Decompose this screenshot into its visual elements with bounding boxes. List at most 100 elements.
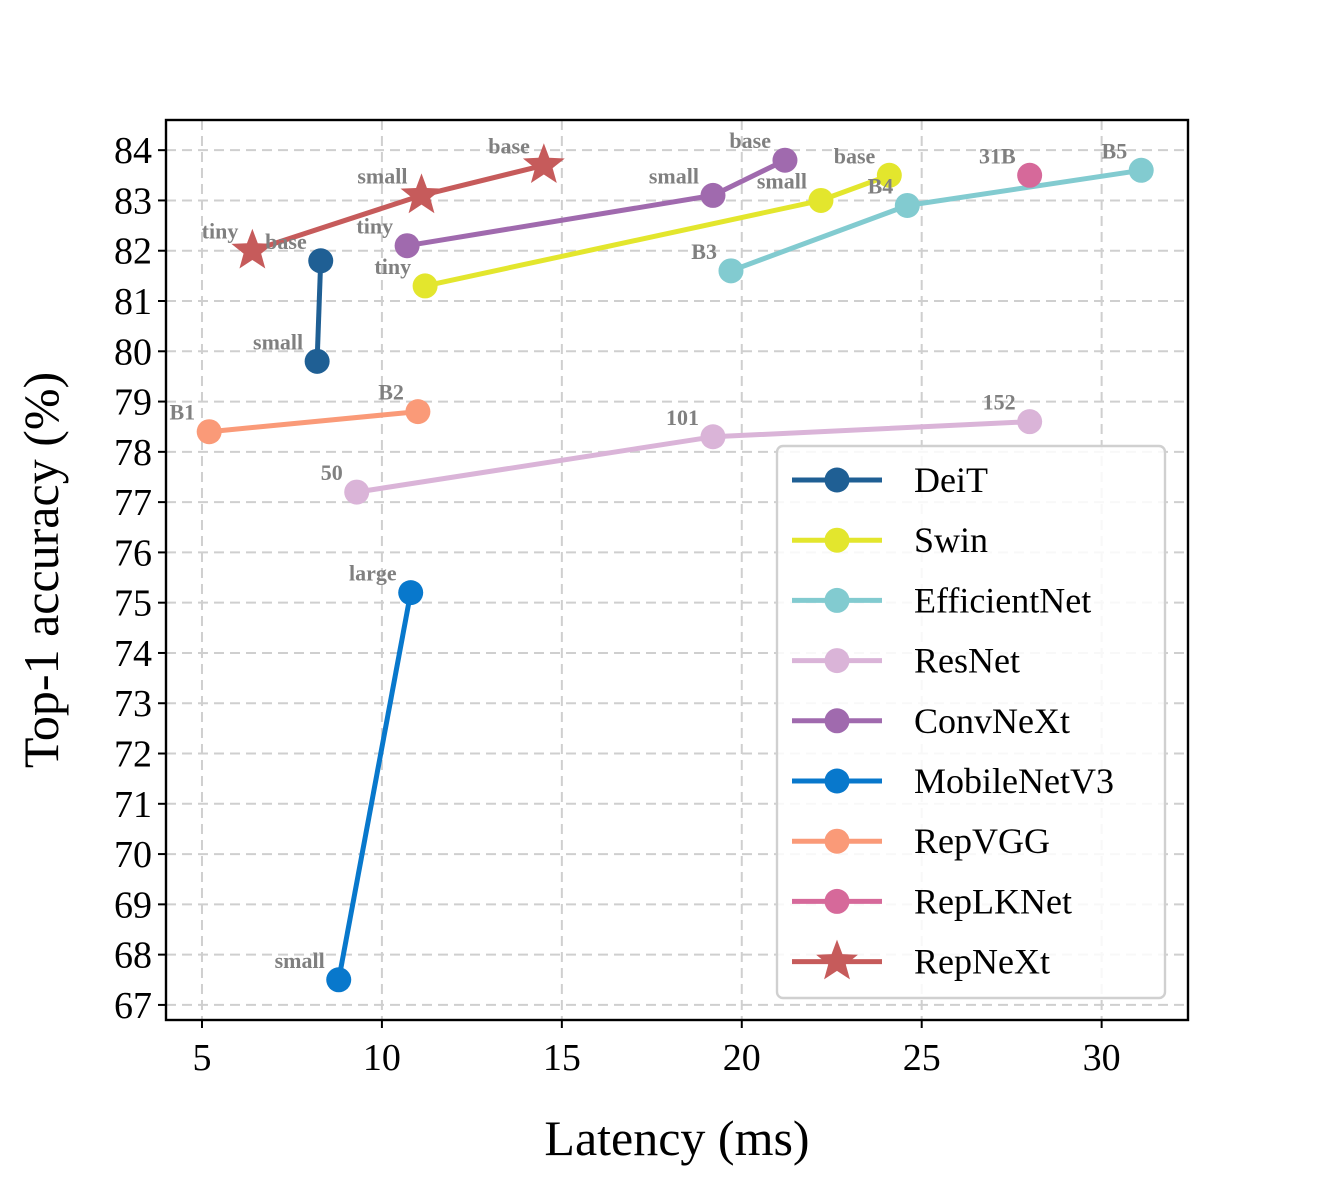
legend-marker (824, 527, 850, 553)
legend-label: MobileNetV3 (914, 761, 1114, 801)
series-repvgg (196, 399, 431, 445)
point-label-mobilenetv3: large (349, 561, 397, 586)
legend-marker (824, 708, 850, 734)
data-point-convnext (394, 233, 420, 259)
legend-item-repvgg: RepVGG (792, 821, 1050, 861)
legend-label: RepVGG (914, 821, 1050, 861)
series-layer (196, 143, 1154, 993)
y-axis-title: Top-1 accuracy (%) (13, 372, 69, 768)
point-label-repvgg: B2 (378, 380, 404, 405)
point-label-swin: tiny (374, 254, 411, 279)
data-point-resnet (700, 424, 726, 450)
point-label-efficientnet: B3 (691, 239, 717, 264)
point-label-convnext: base (729, 128, 771, 153)
point-label-resnet: 50 (321, 460, 343, 485)
point-labels: small base tiny small base B3 B4 B5 50 101 152 tiny… (169, 128, 1127, 973)
series-resnet (344, 409, 1043, 505)
data-point-swin (876, 162, 902, 188)
point-label-replknet: 31B (979, 143, 1016, 168)
y-tick-label: 73 (114, 683, 152, 725)
y-tick-label: 77 (114, 482, 152, 524)
legend-label: EfficientNet (914, 580, 1091, 620)
x-tick-label: 10 (363, 1037, 401, 1079)
y-tick-label: 79 (114, 382, 152, 424)
legend-item-resnet: ResNet (792, 641, 1020, 681)
y-tick-label: 75 (114, 583, 152, 625)
point-label-swin: base (834, 143, 876, 168)
legend-label: Swin (914, 520, 988, 560)
legend-item-mobilenetv3: MobileNetV3 (792, 761, 1114, 801)
y-tick-label: 68 (114, 935, 152, 977)
data-point-repnext (400, 173, 443, 214)
data-point-deit (308, 248, 334, 274)
legend-label: RepLKNet (914, 881, 1072, 921)
series-convnext (394, 147, 798, 259)
legend-marker (824, 587, 850, 613)
point-label-repnext: small (357, 163, 407, 188)
legend-label: RepNeXt (914, 942, 1050, 982)
data-point-efficientnet (718, 258, 744, 284)
y-tick-label: 84 (114, 130, 152, 172)
data-point-resnet (344, 479, 370, 505)
legend: DeiT Swin EfficientNet ResNet ConvNeXt Mobile… (775, 444, 1167, 1000)
point-label-efficientnet: B4 (868, 173, 894, 198)
x-tick-label: 20 (723, 1037, 761, 1079)
legend-item-repnext: RepNeXt (792, 939, 1050, 982)
series-efficientnet (718, 157, 1154, 284)
point-label-resnet: 101 (666, 405, 699, 430)
legend-marker (824, 467, 850, 493)
point-label-repvgg: B1 (169, 400, 195, 425)
legend-marker (824, 648, 850, 674)
x-tick-label: 30 (1083, 1037, 1121, 1079)
data-point-swin (412, 273, 438, 299)
y-tick-label: 78 (114, 432, 152, 474)
x-tick-label: 5 (192, 1037, 211, 1079)
legend-frame (775, 444, 1167, 1000)
data-point-convnext (700, 182, 726, 208)
y-tick-label: 80 (114, 331, 152, 373)
data-point-mobilenetv3 (398, 580, 424, 606)
legend-item-deit: DeiT (792, 460, 988, 500)
legend-label: ResNet (914, 641, 1020, 681)
legend-item-efficientnet: EfficientNet (792, 580, 1091, 620)
y-tick-label: 71 (114, 784, 152, 826)
series-line-mobilenetv3 (336, 592, 414, 981)
legend-marker (824, 768, 850, 794)
x-tick-label: 25 (903, 1037, 941, 1079)
legend-label: DeiT (914, 460, 988, 500)
point-label-deit: small (253, 329, 303, 354)
data-point-resnet (1017, 409, 1043, 435)
y-tick-label: 74 (114, 633, 152, 675)
data-point-efficientnet (894, 192, 920, 218)
series-deit (304, 248, 334, 374)
data-point-repvgg (196, 419, 222, 445)
x-tick-label: 15 (543, 1037, 581, 1079)
legend-marker (816, 939, 858, 980)
series-line-repvgg (208, 409, 419, 435)
data-point-swin (808, 187, 834, 213)
x-axis-title: Latency (ms) (544, 1110, 809, 1166)
plot-frame (164, 118, 1190, 1022)
y-tick-label: 76 (114, 532, 152, 574)
point-label-swin: small (757, 168, 807, 193)
series-mobilenetv3 (326, 580, 424, 993)
legend-item-convnext: ConvNeXt (792, 701, 1070, 741)
point-label-efficientnet: B5 (1102, 138, 1128, 163)
data-point-mobilenetv3 (326, 967, 352, 993)
series-line-deit (314, 260, 324, 362)
legend-item-replknet: RepLKNet (792, 881, 1072, 921)
data-point-replknet (1017, 162, 1043, 188)
point-label-mobilenetv3: small (275, 948, 325, 973)
point-label-repnext: tiny (202, 219, 239, 244)
point-label-convnext: tiny (356, 214, 393, 239)
series-replknet (1017, 162, 1043, 188)
data-point-deit (304, 348, 330, 374)
point-label-resnet: 152 (983, 390, 1016, 415)
data-point-efficientnet (1128, 157, 1154, 183)
y-tick-label: 81 (114, 281, 152, 323)
y-tick-label: 82 (114, 231, 152, 273)
axis-ticks: 5 10 15 20 25 30 67 68 69 70 71 72 73 74 75 76 77 78 79 80 8… (114, 130, 1121, 1079)
data-point-repnext (522, 143, 565, 184)
data-point-convnext (772, 147, 798, 173)
